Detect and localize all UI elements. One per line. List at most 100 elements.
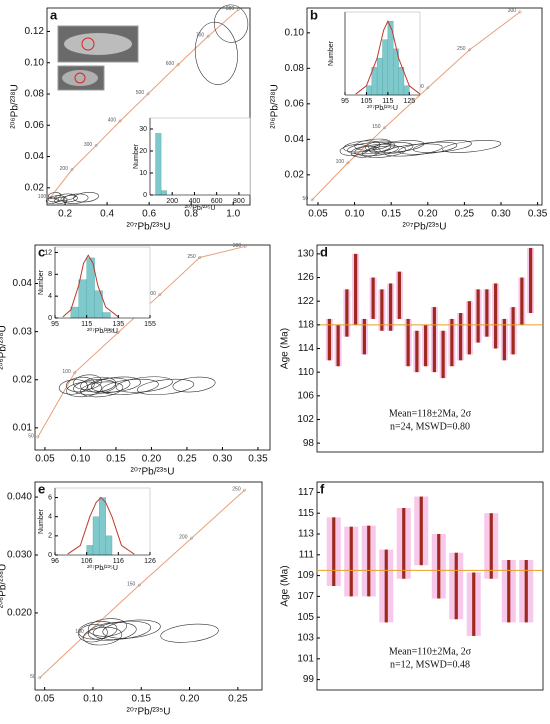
concordia-point	[146, 92, 150, 96]
histogram-bar	[105, 535, 113, 556]
y-tick-label: 105	[297, 612, 314, 623]
error-ellipse	[73, 379, 117, 395]
error-bar	[336, 324, 340, 367]
x-tick-label: 0.20	[180, 694, 200, 705]
y-tick-label: 109	[297, 570, 314, 581]
error-ellipse	[365, 140, 396, 153]
concordia-point	[518, 10, 522, 14]
y-tick-label: 0	[48, 315, 52, 322]
y-tick-label: 2	[48, 533, 52, 540]
concordia-point	[70, 168, 74, 171]
error-bar	[402, 508, 406, 579]
concordia-age: 300	[508, 8, 517, 14]
x-tick-label: 95	[341, 98, 349, 105]
inset-x-label: ²⁰⁷Pb/²³⁵U	[87, 564, 118, 572]
plot-frame	[306, 7, 543, 206]
error-bar	[511, 307, 515, 355]
concordia-point	[468, 48, 471, 52]
y-tick-label: 99	[303, 674, 315, 685]
histogram-bar	[403, 85, 410, 96]
error-bar	[472, 572, 476, 636]
error-bar	[459, 313, 463, 361]
concordia-age: 150	[372, 124, 381, 130]
concordia-point	[198, 256, 202, 259]
y-tick-label: 102	[297, 414, 314, 425]
y-tick-label: 0.10	[25, 57, 45, 68]
concordia-point	[118, 119, 122, 123]
y-tick-label: 113	[298, 529, 314, 540]
concordia-age: 300	[233, 243, 242, 249]
y-tick-label: 0.06	[285, 98, 305, 109]
annotation: n=12, MSWD=0.48	[390, 659, 470, 670]
histogram-bar	[86, 545, 94, 556]
plot-frame	[34, 244, 271, 451]
panel-label: a	[50, 7, 58, 22]
panel-label: b	[310, 7, 318, 22]
error-bar	[397, 271, 401, 319]
histogram-bar	[376, 57, 383, 96]
x-tick-label: 0.35	[248, 454, 268, 465]
error-ellipse	[73, 192, 99, 203]
error-bar	[467, 301, 471, 355]
y-tick-label: 0.08	[25, 89, 45, 100]
error-bar	[415, 330, 419, 373]
error-bar	[432, 307, 436, 373]
error-ellipse	[413, 140, 472, 153]
y-tick-label: 0.02	[13, 374, 33, 385]
y-tick-label: 107	[297, 591, 314, 602]
x-tick-label: 0.4	[100, 209, 114, 220]
inset-x-label: ²⁰⁷Pb/²³⁵U	[185, 204, 216, 212]
error-bar	[507, 560, 511, 623]
y-tick-label: 0.030	[7, 550, 32, 561]
error-ellipse	[442, 140, 502, 153]
y-tick-label: 10	[139, 170, 147, 177]
panel-label: e	[38, 481, 45, 496]
concordia-age: 100	[75, 629, 84, 635]
concordia-line	[49, 9, 239, 199]
y-tick-label: 117	[298, 487, 314, 498]
concordia-point	[236, 8, 240, 11]
x-tick-label: 115	[81, 321, 92, 328]
x-tick-label: 0.25	[455, 209, 475, 220]
error-ellipse	[45, 196, 60, 204]
x-axis-label: ²⁰⁷Pb/²³⁵U	[403, 222, 447, 233]
concordia-age: 100	[336, 159, 345, 165]
y-tick-label: 106	[297, 390, 314, 401]
concordia-point	[36, 435, 40, 439]
x-tick-label: 200	[166, 198, 178, 205]
x-tick-label: 116	[113, 558, 124, 565]
error-bar	[371, 277, 375, 319]
error-bar	[327, 318, 331, 361]
error-ellipse	[354, 143, 399, 157]
error-bar	[494, 283, 498, 349]
concordia-age: 500	[136, 90, 145, 96]
y-axis-label: ²⁰⁶Pb/²³⁸U	[270, 84, 281, 129]
error-bar	[345, 289, 349, 337]
concordia-age: 400	[108, 117, 117, 123]
y-tick-label: 0	[143, 192, 147, 199]
concordia-age: 800	[226, 6, 235, 12]
histogram-bar	[102, 312, 111, 319]
inset-y-label: Number	[133, 143, 140, 169]
error-bar	[354, 253, 358, 325]
histogram-bar	[70, 306, 79, 319]
x-tick-label: 0.20	[418, 209, 438, 220]
histogram-bar	[398, 67, 405, 96]
concordia-age: 600	[166, 61, 175, 67]
annotation: n=24, MSWD=0.80	[390, 421, 470, 432]
concordia-point	[243, 488, 247, 492]
x-tick-label: 125	[403, 98, 415, 105]
error-ellipse	[90, 376, 141, 393]
density-curve	[355, 20, 421, 95]
y-tick-label: 130	[297, 249, 314, 260]
plot-frame	[34, 481, 263, 691]
x-tick-label: 0.30	[213, 454, 233, 465]
x-tick-label: 105	[361, 98, 373, 105]
panel-label: c	[38, 244, 45, 259]
x-tick-label: 126	[144, 558, 156, 565]
x-tick-label: 0.30	[491, 209, 511, 220]
y-tick-label: 0.04	[285, 134, 305, 145]
concordia-line	[311, 11, 521, 201]
y-tick-label: 118	[298, 319, 314, 330]
error-bar	[406, 318, 410, 367]
